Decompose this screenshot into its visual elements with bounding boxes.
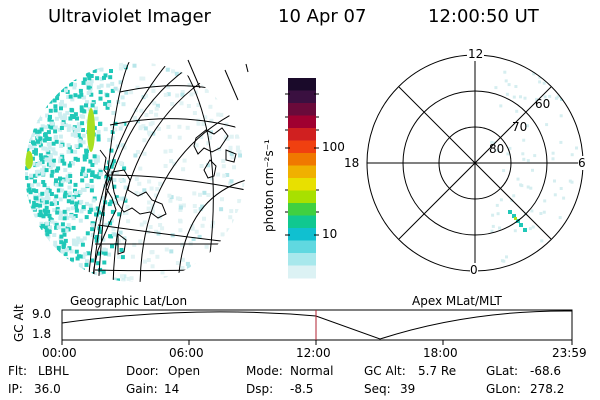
status-seq-label: Seq: [364,382,391,396]
altitude-x-tick-18: 18:00 [423,346,458,360]
time-label: 12:00:50 UT [428,6,539,27]
altitude-x-tick-6: 06:00 [169,346,204,360]
altitude-curve [61,310,573,340]
status-gain-value: 14 [164,382,180,396]
altitude-plot [61,309,573,345]
mlat-label-60: 60 [535,97,551,111]
status-seq-value: 39 [400,382,416,396]
status-gcalt-label: GC Alt: [364,364,406,378]
altitude-x-tick-end: 23:59 [552,346,587,360]
altitude-y-tick-1.8: 1.8 [32,327,52,341]
status-ip-value: 36.0 [34,382,61,396]
colorbar-swatch [288,178,316,191]
altitude-x-ticks [61,340,573,345]
colorbar-swatch [288,128,316,141]
colorbar-tick-100: 100 [322,140,345,154]
colorbar-swatch [288,78,316,91]
altitude-x-tick-0: 00:00 [42,346,77,360]
altitude-y-label: GC Alt [12,304,26,342]
colorbar-tick-10: 10 [322,227,338,241]
status-door-label: Door: [126,364,159,378]
date-label: 10 Apr 07 [278,6,367,27]
colorbar-swatch [288,140,316,154]
mlt-label-6: 6 [578,156,586,170]
colorbar [288,78,316,279]
colorbar-swatch [288,115,316,129]
status-mode-label: Mode: [246,364,283,378]
colorbar-swatch [288,103,316,116]
status-gain-label: Gain: [126,382,158,396]
polar-grid [366,54,584,272]
polar-plot [366,54,584,272]
status-door-value: Open [168,364,201,378]
mlt-label-0: 0 [470,263,478,277]
colorbar-swatch [288,203,316,216]
colorbar-swatch [288,190,316,204]
colorbar-swatch [288,228,316,241]
colorbar-swatch [288,90,316,104]
aurora-bright-patch [87,108,95,152]
right-panel-caption: Apex MLat/MLT [412,294,502,308]
status-dsp-value: -8.5 [290,382,314,396]
coastlines [91,127,237,282]
status-gcalt-value: 5.7 Re [418,364,457,378]
colorbar-swatch [288,265,316,279]
colorbar-swatch [288,165,316,179]
mlat-label-80: 80 [489,142,505,156]
status-dsp-label: Dsp: [246,382,274,396]
aurora-edge-patch [25,151,33,169]
status-glat-value: -68.6 [530,364,562,378]
colorbar-swatch [288,153,316,166]
status-glon-value: 278.2 [530,382,565,396]
colorbar-ticks [285,93,319,236]
altitude-x-tick-12: 12:00 [296,346,331,360]
altitude-frame [61,309,573,341]
status-glat-label: GLat: [486,364,519,378]
status-filter-label: Flt: [8,364,27,378]
left-panel-caption: Geographic Lat/Lon [70,294,188,308]
mlt-label-18: 18 [344,156,360,170]
colorbar-unit-label: photon cm⁻²s⁻¹ [262,139,276,232]
colorbar-swatch [288,253,316,266]
mlt-label-12: 12 [467,47,485,61]
status-filter-value: LBHL [38,364,69,378]
colorbar-swatch [288,240,316,254]
colorbar-swatch [288,215,316,229]
instrument-title: Ultraviolet Imager [48,6,211,27]
status-ip-label: IP: [8,382,23,396]
altitude-y-tick-9: 9.0 [32,307,52,321]
outer-meridians [187,59,249,101]
geographic-image [25,59,249,282]
status-mode-value: Normal [290,364,334,378]
status-glon-label: GLon: [486,382,521,396]
mlat-label-70: 70 [512,120,528,134]
